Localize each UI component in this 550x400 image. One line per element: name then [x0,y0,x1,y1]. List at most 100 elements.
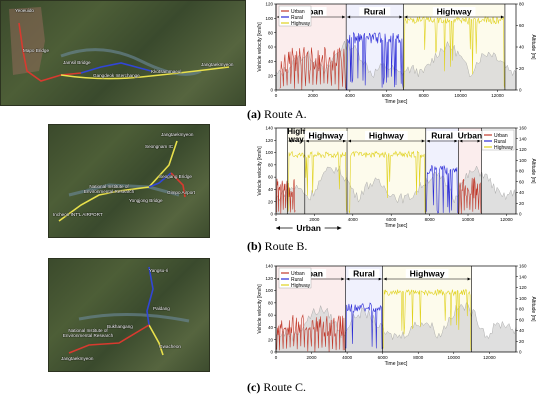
segment-label-bg [454,131,486,140]
x-tick-label: 4000 [348,217,359,222]
y2-tick-label: 160 [519,126,527,131]
legend-label: Rural [494,139,506,145]
y2-tick-label: 80 [519,169,525,174]
route-b-map: Seongnam IC Jangtaekmyeon National Insti… [48,124,210,238]
y2-tick-label: 100 [519,296,527,301]
y2-tick-label: 140 [519,136,527,141]
y-axis-label: Vehicle velocity [km/h] [257,146,263,196]
route-a-map-overlay [9,7,230,82]
route-c-chart-svg: UrbanRuralHighway02000400060008000100001… [257,264,536,367]
y2-tick-label: 20 [519,201,525,206]
y-tick-label: 0 [270,350,273,355]
segment-label: Rural [353,269,375,279]
map-label: Yeoeuido [15,8,34,13]
x-tick-label: 10000 [448,355,461,360]
segment-label: High [287,127,305,136]
route-c-caption: (c) Route C. [247,380,306,395]
urban-route-line [68,324,150,354]
y-tick-label: 20 [268,73,274,78]
velocity-series-line [275,178,296,214]
velocity-series-line [275,314,346,353]
x-tick-label: 0 [275,93,278,98]
x-tick-label: 2000 [309,217,320,222]
segment-label-bg [348,269,380,278]
map-label: Mapo Bridge [23,48,50,53]
map-label: Jamsil Bridge [63,60,91,65]
legend-label: Urban [291,271,305,277]
y-tick-label: 40 [268,187,274,192]
map-label: Paldang [153,306,170,311]
urban-route-line [18,22,82,82]
velocity-series-line [382,288,472,352]
map-label: Gangdeok Interchange [93,73,140,78]
segment-label: Rural [431,131,453,141]
segment-label: way [288,135,305,144]
y-tick-label: 100 [265,16,273,21]
map-label: Yongjong Bridge [129,198,163,203]
route-a-map: Yeoeuido Mapo Bridge Jamsil Bridge Gangd… [0,0,246,106]
segment-label-bg [432,7,476,16]
segment-label-bg [426,131,458,140]
segment-arrow-head [346,277,350,281]
legend-label: Highway [291,21,311,27]
route-b-map-overlay [58,140,186,222]
route-b-chart: High way Highway Highway Rural Urban Urban 0 200… [252,122,550,234]
map-label: Gimpo Airport [167,190,196,195]
y-tick-label: 100 [265,150,273,155]
y2-tick-label: 40 [519,328,525,333]
highway-route-line [118,140,178,192]
caption-text: Route B. [264,239,308,253]
highway-route-line [148,324,164,356]
caption-label: (a) [247,107,261,121]
map-label: Incheon INT'L AIRPORT [53,212,103,217]
y2-axis-label: Altitude [m] [530,296,536,322]
map-label: Jangtaekmyeon [61,356,94,361]
segment-arrow-head [421,139,425,143]
x-tick-label: 2000 [308,93,319,98]
y2-tick-label: 40 [519,190,525,195]
segment-label: Highway [308,131,343,141]
caption-label: (b) [247,239,262,253]
segment-arrow-head [404,15,408,19]
y-tick-label: 0 [270,88,273,93]
x-tick-label: 6000 [386,217,397,222]
bottom-annotation-label: Urban [296,223,321,233]
y2-tick-label: 0 [519,350,522,355]
segment-arrow-head [305,139,309,143]
legend-label: Highway [494,145,514,151]
segment-arrow-head [383,277,387,281]
y-tick-label: 40 [268,59,274,64]
altitude-area [275,302,517,353]
legend-label: Urban [494,133,508,139]
segment-arrow-head [500,15,504,19]
y2-tick-label: 40 [519,45,525,50]
segment-label: Highway [410,269,445,279]
segment-arrow-head [342,15,346,19]
segment-label-bg [304,131,348,140]
y-tick-label: 80 [268,300,274,305]
y-tick-label: 120 [265,2,273,7]
x-tick-label: 0 [275,217,278,222]
segment-label: Highway [369,131,404,141]
y2-tick-label: 60 [519,179,525,184]
segment-arrow-head [300,139,304,143]
y2-tick-label: 80 [519,307,525,312]
x-axis-label: Time [sec] [385,99,408,105]
bottom-annotation-bg [292,223,325,233]
y2-tick-label: 20 [519,66,525,71]
rural-route-line [80,62,152,74]
segment-label: Rural [364,7,386,17]
y2-axis-label: Altitude [m] [530,34,536,60]
highway-route-line [58,190,120,222]
x-tick-label: 6000 [378,355,389,360]
x-axis-label: Time [sec] [385,223,408,229]
y2-tick-label: 60 [519,317,525,322]
segment-arrow-head [341,277,345,281]
rural-route-line [148,172,172,188]
map-label: Gwacheon [159,344,181,349]
segment-arrow-head [459,139,463,143]
y-tick-label: 60 [268,313,274,318]
y2-tick-label: 80 [519,2,525,7]
x-tick-label: 0 [275,355,278,360]
